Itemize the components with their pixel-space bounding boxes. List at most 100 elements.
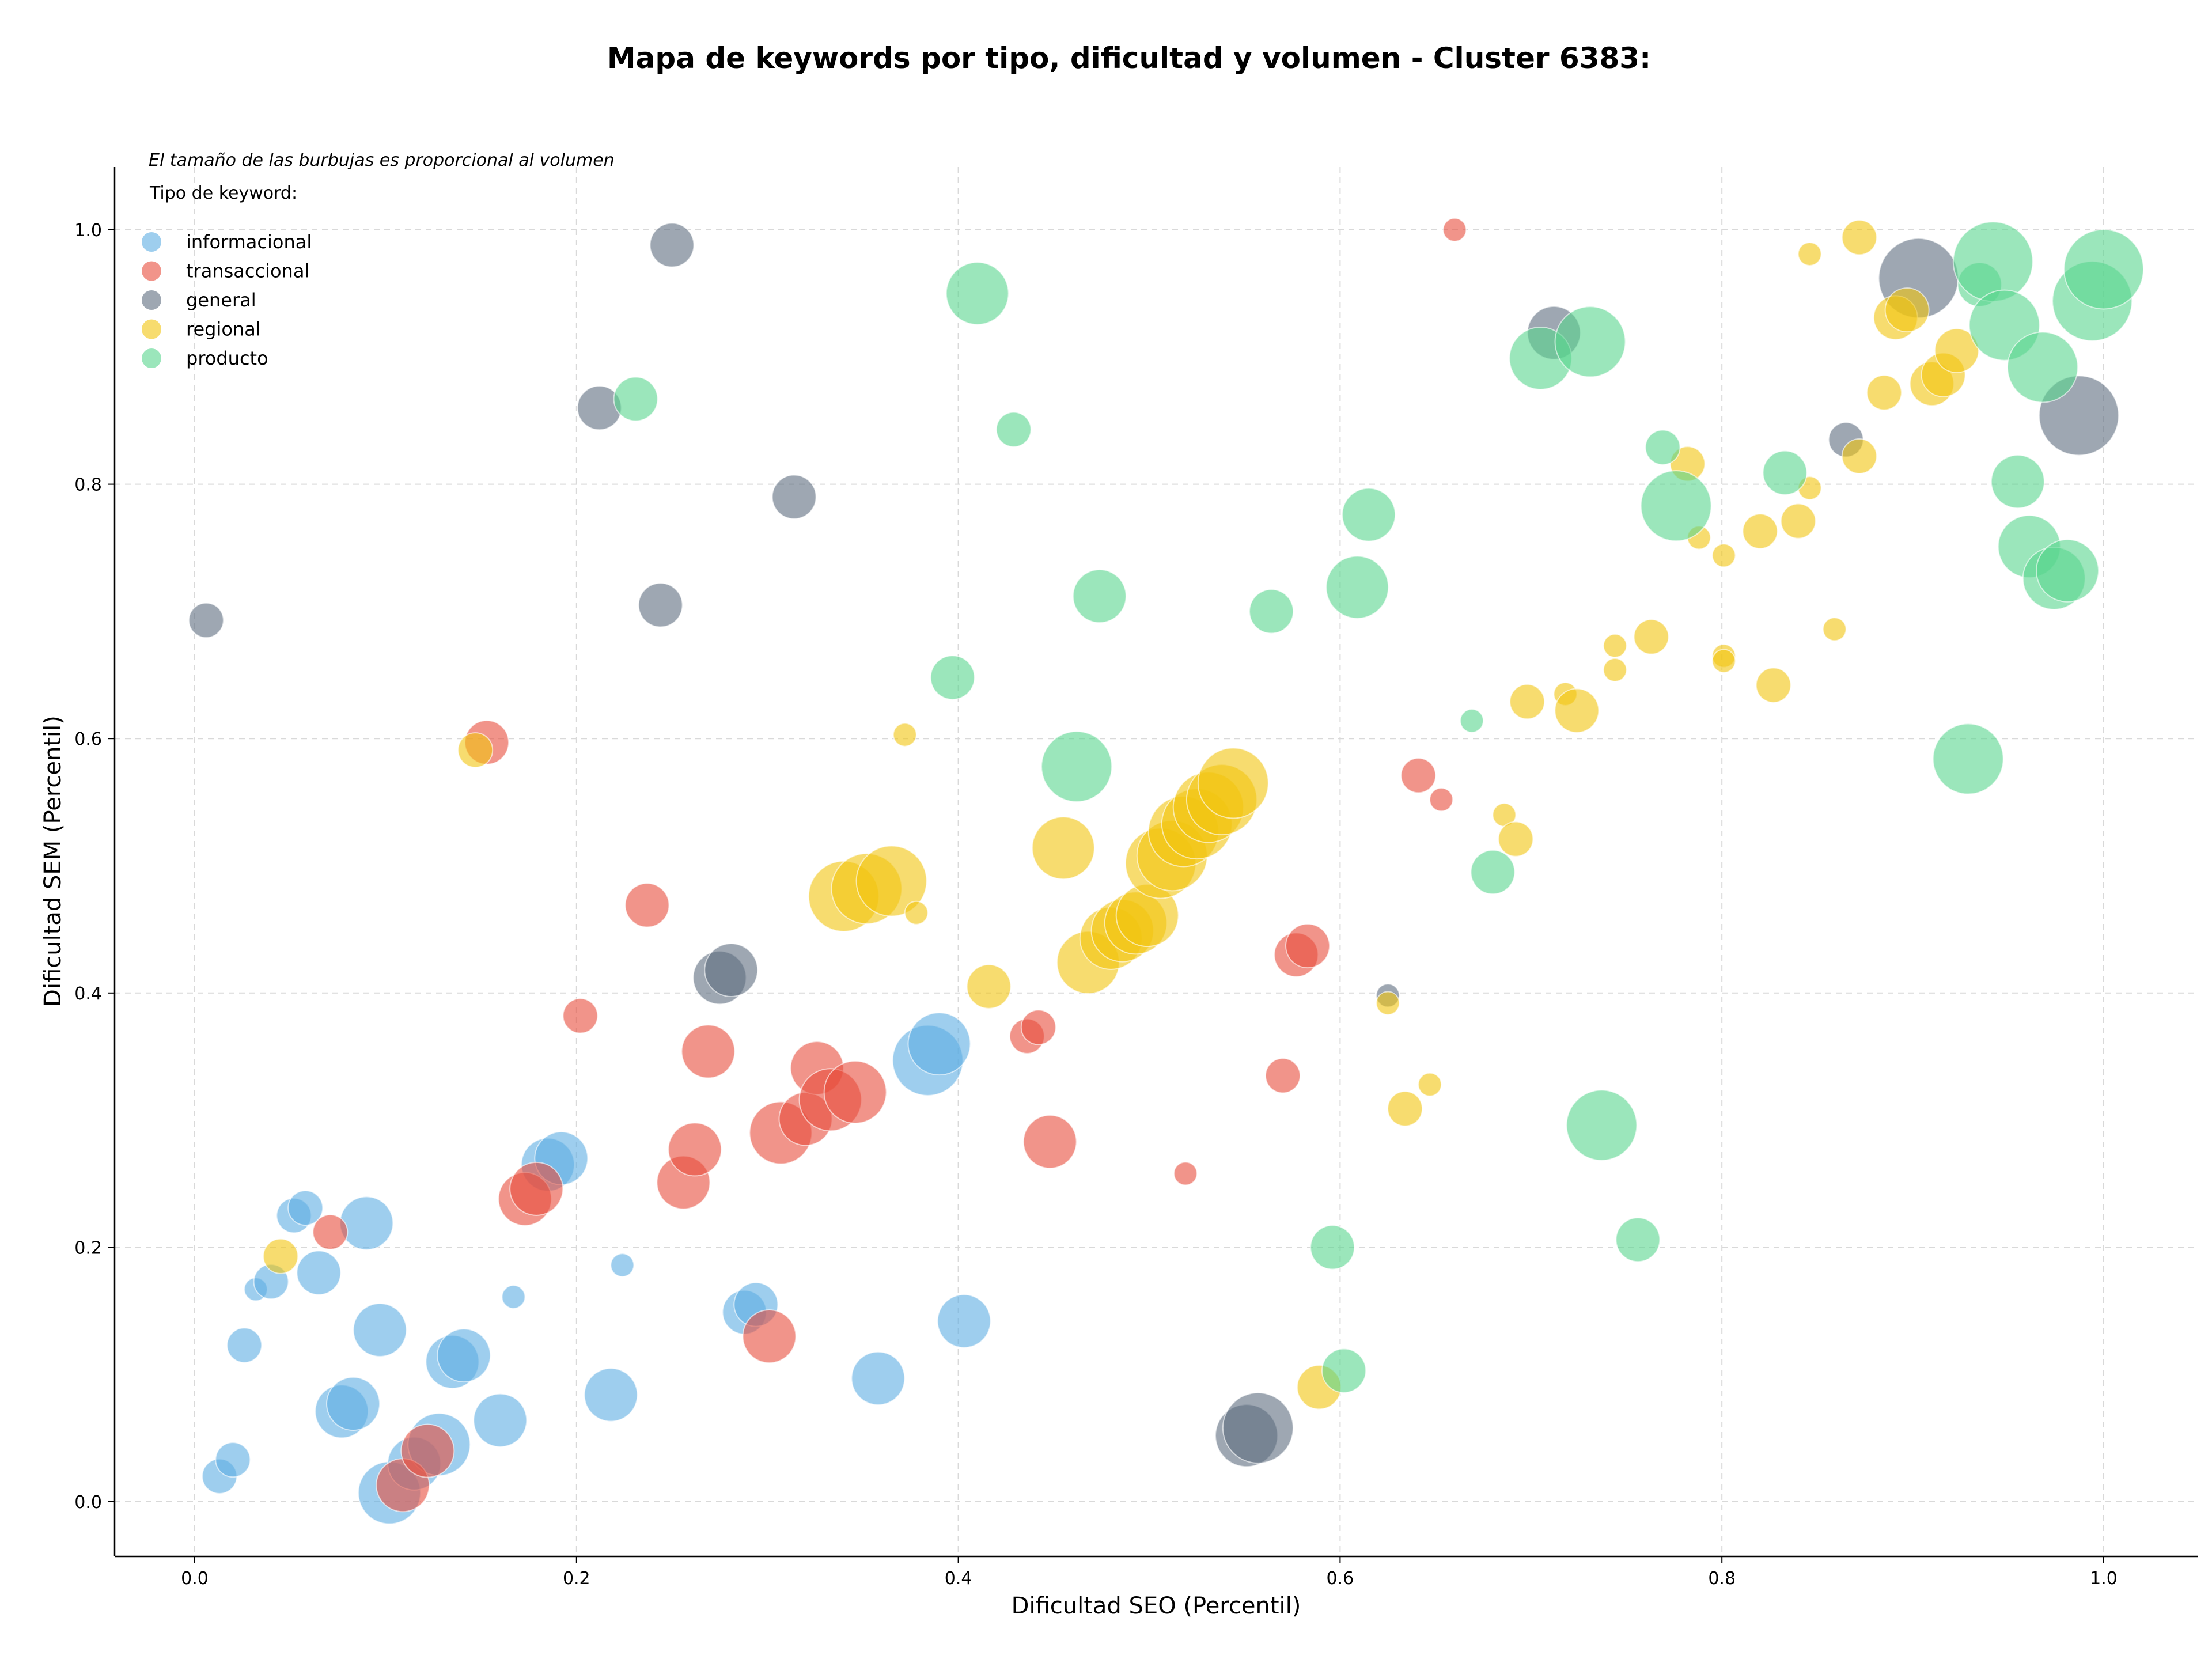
chart-title: Mapa de keywords por tipo, dificultad y … [607,41,1651,75]
bubble-transaccional [1020,1009,1056,1045]
bubble-regional [1387,1090,1423,1127]
bubble-producto [1990,454,2045,509]
bubble-regional [1797,241,1822,266]
bubble-producto [1645,429,1681,465]
bubble-informacional [226,1327,263,1363]
bubble-regional [457,732,494,768]
bubble-informacional [339,1196,394,1251]
bubble-producto [1321,1348,1367,1393]
bubble-transaccional [1285,923,1331,969]
bubble-regional [1498,821,1534,857]
y-tick-label: 0.2 [74,1238,102,1258]
x-tick-label: 0.0 [181,1569,209,1589]
bubble-producto [1554,306,1626,378]
bubble-informacional [296,1250,342,1295]
bubble-informacional [353,1302,407,1357]
bubble-informacional [437,1328,491,1383]
bubble-producto [613,376,658,422]
bubble-regional [1633,619,1669,655]
bubble-regional [904,900,929,925]
bubble-general [649,222,695,268]
bubble-transaccional [312,1214,349,1250]
bubble-regional [1866,374,1902,411]
legend-label-producto: producto [186,347,268,369]
legend-label-regional: regional [186,319,261,340]
x-tick-label: 0.4 [945,1569,972,1589]
bubble-transaccional [562,998,599,1034]
bubble-producto [1470,850,1516,895]
bubble-informacional [610,1253,635,1278]
bubble-transaccional [668,1122,722,1177]
series-transaccional [312,218,1467,1513]
series-producto [613,221,2144,1393]
bubble-transaccional [400,1423,455,1478]
bubble-producto [2063,229,2144,310]
legend-marker-general [142,290,161,310]
bubble-transaccional [1442,218,1467,242]
bubble-informacional [907,1012,971,1076]
legend-label-transaccional: transaccional [186,260,309,282]
bubble-regional [1884,287,1930,333]
bubble-informacional [215,1442,251,1478]
y-axis-label: Dificultad SEM (Percentil) [40,715,66,1007]
bubble-regional [966,964,1012,1009]
bubble-transaccional [742,1309,797,1363]
bubble-regional [1376,991,1400,1016]
y-tick-label: 0.0 [74,1492,102,1513]
bubble-producto [1762,450,1808,495]
bubble-regional [892,722,917,747]
bubble-producto [1932,723,2004,795]
x-tick-label: 1.0 [2090,1569,2118,1589]
bubble-general [1222,1392,1294,1464]
legend-marker-producto [142,348,161,368]
legend-marker-transaccional [142,261,161,281]
series-general [188,222,2119,1468]
y-tick-label: 1.0 [74,221,102,241]
bubble-producto [1310,1225,1355,1270]
bubble-regional [1822,617,1847,642]
bubble-regional [1603,634,1627,658]
bubble-general [771,474,817,520]
bubble-transaccional [1429,787,1454,812]
legend: informacional transaccional general regiona… [142,231,312,369]
bubble-transaccional [509,1161,564,1216]
bubble-producto [2006,331,2078,403]
y-tick-label: 0.4 [74,984,102,1004]
x-tick-label: 0.2 [563,1569,590,1589]
bubble-producto [1072,569,1127,623]
x-tick-label: 0.8 [1708,1569,1736,1589]
bubble-regional [1711,543,1736,568]
bubble-producto [1640,470,1712,542]
bubble-regional [1418,1072,1442,1097]
bubble-size-note: El tamaño de las burbujas es proporciona… [149,150,615,171]
bubble-producto [1615,1217,1661,1263]
bubble-transaccional [1400,757,1437,794]
bubble-regional [1755,667,1791,703]
y-tick-label: 0.8 [74,475,102,495]
bubble-regional [1711,649,1736,673]
bubble-regional [263,1238,299,1274]
bubble-transaccional [1173,1161,1198,1186]
bubble-regional [1934,328,1979,373]
bubble-producto [1460,709,1484,733]
bubble-producto [1566,1089,1638,1161]
bubble-regional [1031,816,1095,880]
y-tick-label: 0.6 [74,729,102,749]
bubble-regional [1603,657,1627,682]
axes: 0.0 0.2 0.4 0.6 0.8 1.0 0.0 0.2 0.4 0.6 0.8 1.0 [74,167,2198,1589]
bubble-general [188,602,224,638]
legend-label-general: general [186,289,256,311]
bubble-informacional [287,1190,324,1226]
bubble-producto [1325,555,1389,619]
x-axis-label: Dificultad SEO (Percentil) [1012,1593,1301,1619]
bubble-regional [1554,688,1600,733]
bubbles [188,218,2144,1525]
bubble-informacional [501,1285,526,1309]
bubble-regional [1197,747,1269,819]
x-tick-label: 0.6 [1327,1569,1354,1589]
bubble-transaccional [1264,1058,1301,1094]
bubble-informacional [326,1376,381,1431]
bubble-informacional [473,1393,528,1448]
bubble-producto [2036,539,2100,603]
